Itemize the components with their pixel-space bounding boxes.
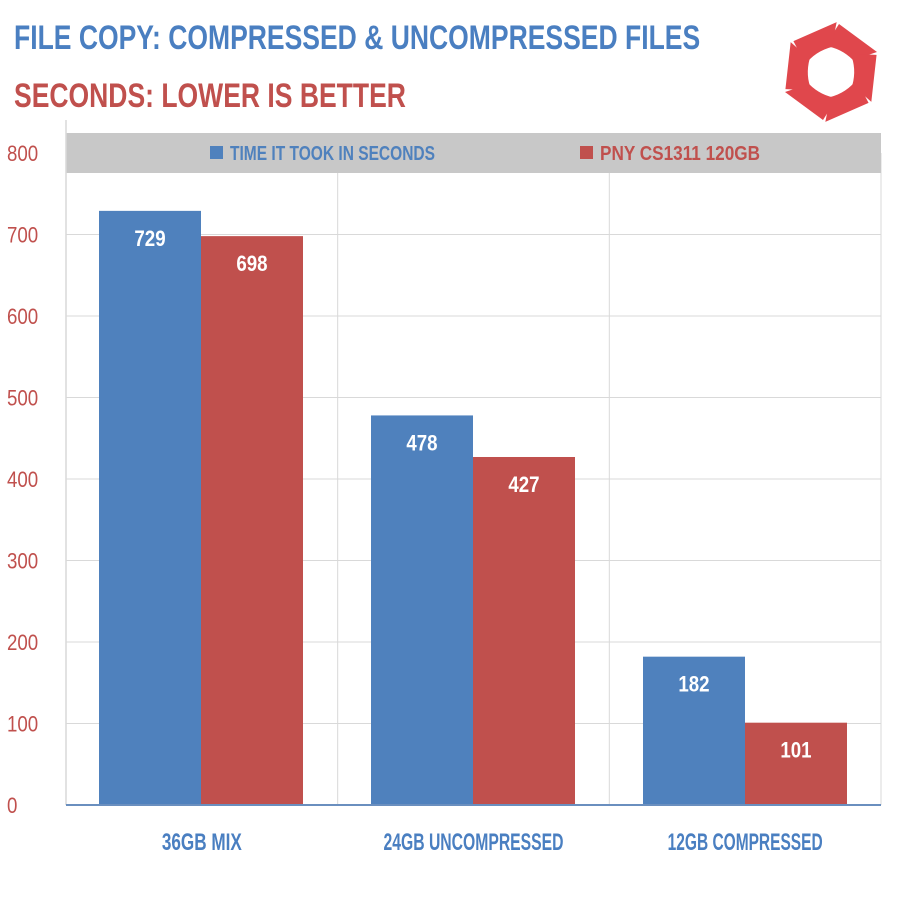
- aperture-blade: [793, 22, 837, 65]
- chart-title: FILE COPY: COMPRESSED & UNCOMPRESSED FIL…: [14, 19, 701, 57]
- y-tick-label: 700: [7, 224, 38, 248]
- y-tick-label: 400: [7, 469, 38, 493]
- data-label: 101: [780, 739, 811, 763]
- bar: [643, 656, 745, 805]
- aperture-blade: [825, 79, 869, 122]
- aperture-blade: [785, 84, 837, 120]
- y-tick-label: 500: [7, 387, 38, 411]
- data-label: 182: [678, 673, 709, 697]
- bar: [473, 456, 575, 805]
- legend-swatch: [580, 146, 593, 159]
- chart-subtitle: SECONDS: LOWER IS BETTER: [14, 77, 406, 115]
- y-tick-label: 0: [7, 795, 17, 819]
- y-tick-label: 800: [7, 143, 38, 167]
- bar: [745, 722, 847, 805]
- y-tick-label: 600: [7, 306, 38, 330]
- y-tick-label: 200: [7, 632, 38, 656]
- y-tick-label: 100: [7, 713, 38, 737]
- aperture-icon: [785, 22, 877, 122]
- legend-label: TIME IT TOOK IN SECONDS: [230, 143, 435, 165]
- bar: [201, 236, 303, 805]
- bar: [99, 210, 201, 806]
- data-label: 698: [236, 253, 267, 277]
- aperture-blade: [785, 42, 812, 91]
- x-tick-label: 24GB UNCOMPRESSED: [384, 829, 564, 856]
- x-tick-label: 36GB MIX: [162, 829, 242, 856]
- legend-band: [66, 133, 881, 173]
- data-label: 729: [134, 228, 165, 252]
- data-label: 478: [406, 432, 437, 456]
- aperture-blade: [850, 53, 877, 102]
- y-tick-label: 300: [7, 550, 38, 574]
- legend-swatch: [210, 146, 223, 159]
- bar: [371, 415, 473, 805]
- aperture-blade: [825, 24, 877, 60]
- legend-label: PNY CS1311 120GB: [600, 143, 760, 165]
- x-tick-label: 12GB COMPRESSED: [668, 829, 823, 856]
- data-label: 427: [508, 474, 539, 498]
